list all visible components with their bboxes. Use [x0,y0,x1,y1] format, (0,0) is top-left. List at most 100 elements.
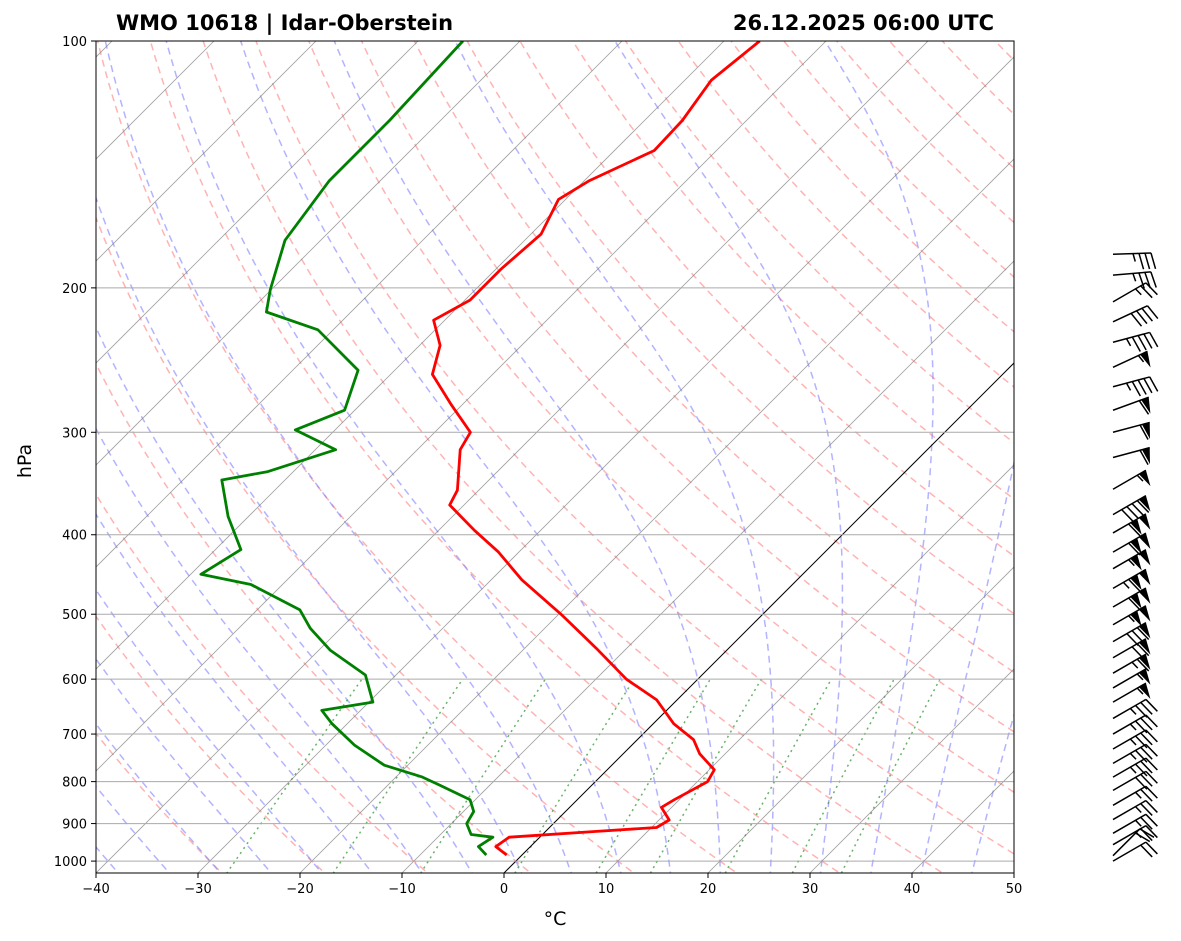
profile-lines [199,41,761,857]
isotherm [96,41,521,466]
barb-flag [1150,252,1157,270]
barb-pennant [1130,593,1142,609]
barb-flag [1140,788,1153,802]
dry-adiabat [360,41,1014,733]
dry-adiabat [571,41,1014,500]
isotherm [96,41,827,772]
wind-barb [1112,532,1151,556]
barb-half-flag [1125,382,1132,391]
barb-staff [1112,757,1147,778]
wind-barbs [1112,252,1159,862]
x-tick-label: 30 [802,882,819,897]
barb-flag [1137,379,1147,395]
isotherm [96,41,317,262]
barb-flag [1128,523,1141,537]
moist-adiabat [96,588,323,873]
barb-flag [1140,285,1153,299]
barb-flag [1134,704,1148,718]
wind-barb [1112,587,1151,611]
wind-barb [1112,331,1159,352]
barb-pennant [1138,513,1151,530]
moist-adiabat [96,325,473,873]
wind-barb [1112,350,1151,369]
y-tick-label: 200 [62,282,87,297]
title-left: WMO 10618 | Idar-Oberstein [116,11,453,36]
moist-adiabat [920,458,1014,873]
barb-staff [1112,841,1147,862]
barb-flag [1140,717,1153,731]
barb-staff [1112,446,1150,459]
wind-barb [1112,757,1158,778]
barb-pennant [1138,533,1151,549]
barb-half-flag [1134,288,1142,296]
isotherm [707,566,1014,873]
wind-barb [1112,698,1158,720]
barb-flag [1134,776,1148,790]
barb-flag [1139,449,1149,466]
x-tick-label: 0 [500,882,508,897]
barb-flag [1134,749,1148,763]
barb-half-flag [1129,723,1137,731]
mixing-ratio-line [724,678,832,873]
barb-pennant [1130,538,1142,554]
barb-flag [1134,720,1148,734]
moist-adiabat [165,41,622,873]
barb-flag [1150,271,1157,288]
wind-barb [1112,668,1151,689]
barb-pennant [1138,470,1151,487]
barb-pennant [1138,638,1151,655]
isotherm [197,56,1014,873]
moist-adiabat [96,427,423,873]
barb-staff [1112,714,1147,735]
isotherm [299,158,1014,873]
barb-flag [1138,400,1150,415]
barb-half-flag [1132,253,1136,262]
barb-flag [1128,542,1141,556]
barb-flag [1140,760,1153,774]
barb-half-flag [1136,687,1144,695]
dry-adiabat [835,41,1014,224]
wind-barb [1112,729,1158,750]
barb-staff [1112,376,1150,388]
barb-flag [1146,305,1159,320]
wind-barb [1112,785,1158,806]
moist-adiabat [239,41,672,873]
barb-flag [1145,785,1158,799]
barb-flag [1138,253,1145,270]
barb-pennant [1140,351,1151,368]
barb-flag [1140,746,1153,760]
barb-half-flag [1129,707,1137,715]
barb-flag [1131,336,1141,352]
moist-adiabat [824,41,934,873]
barb-flag [1140,701,1153,715]
barb-half-flag [1134,819,1142,827]
barb-half-flag [1137,355,1145,363]
barb-half-flag [1129,738,1137,746]
barb-staff [1112,770,1147,792]
barb-half-flag [1128,559,1135,567]
barb-pennant [1138,605,1151,622]
y-tick-label: 300 [62,426,87,441]
dry-adiabat [96,615,326,873]
dry-adiabat [307,41,1014,794]
barb-flag [1139,424,1149,440]
wind-barb [1112,743,1158,764]
barb-flag [1145,825,1158,839]
wind-barb [1112,421,1150,440]
temperature-line [431,41,761,857]
barb-staff [1112,396,1149,411]
barb-flag [1145,770,1158,784]
dry-adiabat [96,41,739,873]
wind-barb [1112,770,1158,792]
dry-adiabat [149,41,842,873]
barb-flag [1131,503,1145,516]
axes: −40 −30 −20 −10 0 10 20 30 40 50 100 200 300 400 500 60… [54,35,1022,897]
wind-barb [1112,714,1158,735]
wind-barb [1112,841,1158,862]
barb-pennant [1138,549,1151,566]
x-tick-label: −10 [388,882,415,897]
barb-flag [1143,333,1153,349]
y-tick-label: 400 [62,529,87,544]
barb-staff [1112,350,1148,369]
moist-adiabat [96,722,222,873]
